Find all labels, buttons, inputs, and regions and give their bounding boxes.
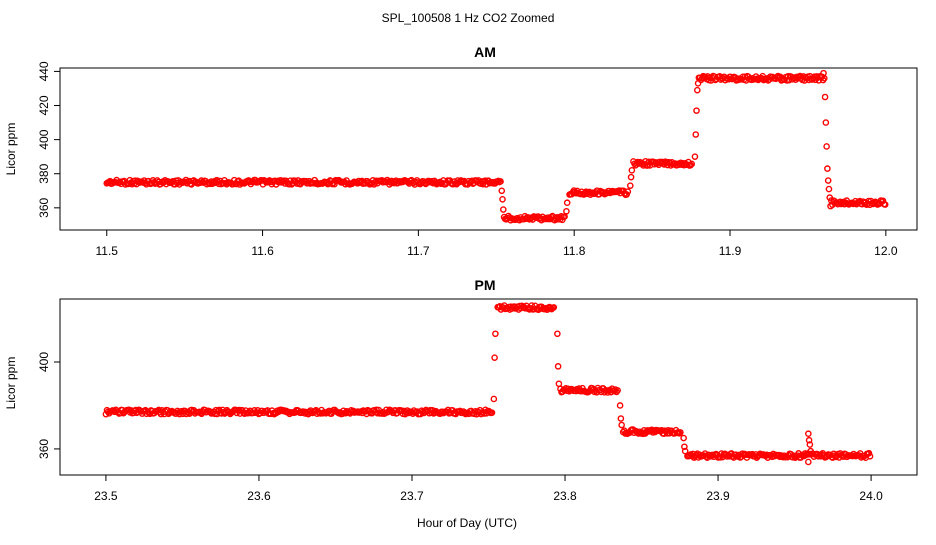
data-point	[677, 429, 684, 436]
x-tick-label: 11.9	[719, 244, 742, 258]
data-point	[692, 131, 700, 138]
data-point	[807, 447, 814, 455]
data-point	[866, 452, 874, 460]
data-point	[215, 180, 223, 188]
data-point	[624, 188, 632, 195]
points-am	[103, 69, 889, 224]
data-point	[554, 330, 561, 338]
x-tick-label: 23.8	[553, 489, 577, 503]
x-axis-pm: 23.5 23.6 23.7 23.8 23.9 24.0	[94, 475, 883, 503]
data-point	[626, 182, 634, 189]
data-point	[499, 206, 507, 213]
data-point	[881, 201, 889, 208]
y-axis-am: 360 380 400 420 440	[37, 61, 60, 218]
x-tick-label: 11.8	[563, 244, 586, 258]
x-tick-label: 23.6	[247, 489, 271, 503]
data-point	[490, 395, 498, 403]
data-point	[865, 449, 873, 457]
data-point	[439, 408, 446, 416]
data-point	[694, 86, 701, 94]
y-axis-label-pm: Licor ppm	[4, 357, 18, 410]
data-point	[644, 162, 652, 169]
data-point	[618, 421, 625, 429]
plot-frame-pm	[59, 298, 918, 476]
x-tick-label: 11.7	[407, 244, 430, 258]
x-tick-label: 24.0	[859, 489, 883, 503]
data-point	[694, 80, 702, 87]
plot-frame-am	[59, 67, 918, 231]
data-point	[497, 178, 504, 185]
data-point	[688, 160, 696, 168]
y-tick-label: 400	[37, 352, 51, 372]
panel-pm: PM 23.5 23.6 23.7 23.8 23.9 24.0 360 400 Licor…	[4, 277, 918, 503]
y-axis-pm: 360 400	[37, 352, 60, 459]
x-tick-label: 11.6	[251, 244, 274, 258]
data-point	[617, 415, 625, 422]
data-point	[805, 436, 813, 444]
data-point	[644, 427, 651, 434]
data-point	[491, 354, 498, 361]
data-point	[674, 428, 682, 436]
data-point	[628, 167, 636, 174]
x-tick-label: 23.5	[94, 489, 118, 503]
data-point	[681, 447, 689, 455]
data-point	[492, 330, 499, 338]
data-point	[824, 165, 831, 172]
data-point	[687, 161, 694, 169]
figure-title: SPL_100508 1 Hz CO2 Zoomed	[382, 11, 555, 25]
data-point	[823, 143, 830, 150]
data-point	[681, 443, 688, 451]
data-point	[627, 173, 635, 181]
y-tick-label: 420	[37, 95, 51, 115]
data-point	[555, 380, 563, 388]
y-tick-label: 380	[37, 163, 51, 183]
data-point	[614, 387, 621, 394]
data-point	[826, 194, 834, 201]
x-tick-label: 23.7	[400, 489, 424, 503]
data-point	[805, 458, 812, 466]
figure-x-axis-label: Hour of Day (UTC)	[417, 516, 517, 530]
panel-am: AM 11.5 11.6 11.7 11.8 11.9 12.0 360 380 400 420…	[4, 44, 918, 258]
x-tick-label: 11.5	[96, 244, 119, 258]
data-point	[554, 363, 562, 370]
data-point	[499, 196, 506, 203]
data-point	[827, 202, 834, 210]
y-tick-label: 440	[37, 61, 51, 81]
y-tick-label: 360	[37, 197, 51, 217]
x-axis-am: 11.5 11.6 11.7 11.8 11.9 12.0	[96, 230, 898, 258]
data-point	[824, 177, 832, 184]
panel-title-pm: PM	[475, 277, 496, 293]
data-point	[563, 207, 570, 215]
data-point	[805, 430, 812, 438]
data-point	[498, 187, 506, 195]
data-point	[691, 153, 699, 160]
data-point	[550, 304, 558, 311]
data-point	[542, 215, 550, 223]
data-point	[825, 185, 833, 193]
x-tick-label: 12.0	[874, 244, 898, 258]
data-point	[616, 402, 624, 409]
panel-title-am: AM	[474, 44, 496, 60]
data-point	[693, 107, 700, 114]
data-point	[563, 199, 571, 207]
x-tick-label: 23.9	[706, 489, 730, 503]
data-point	[235, 406, 243, 414]
points-pm	[102, 302, 874, 466]
data-point	[675, 430, 683, 437]
data-point	[820, 74, 828, 82]
data-point	[488, 409, 496, 417]
data-point	[328, 180, 336, 188]
y-axis-label-am: Licor ppm	[4, 123, 18, 176]
data-point	[821, 93, 829, 101]
data-point	[822, 119, 830, 126]
data-point	[680, 434, 687, 442]
data-point	[806, 441, 814, 448]
y-tick-label: 400	[37, 129, 51, 149]
y-tick-label: 360	[37, 439, 51, 459]
